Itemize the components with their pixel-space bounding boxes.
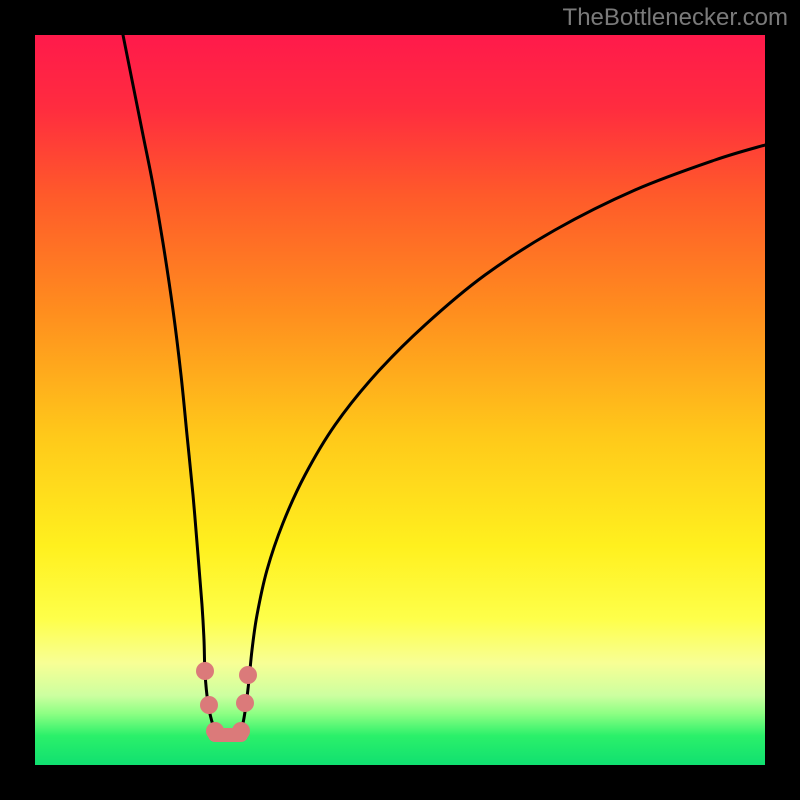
chart-container: TheBottlenecker.com <box>0 0 800 800</box>
data-marker <box>232 722 250 740</box>
watermark-text: TheBottlenecker.com <box>563 4 788 32</box>
data-marker <box>236 694 254 712</box>
data-marker <box>196 662 214 680</box>
plot-svg <box>35 35 765 765</box>
plot-area <box>35 35 765 765</box>
data-marker <box>206 722 224 740</box>
data-marker <box>200 696 218 714</box>
data-marker <box>239 666 257 684</box>
